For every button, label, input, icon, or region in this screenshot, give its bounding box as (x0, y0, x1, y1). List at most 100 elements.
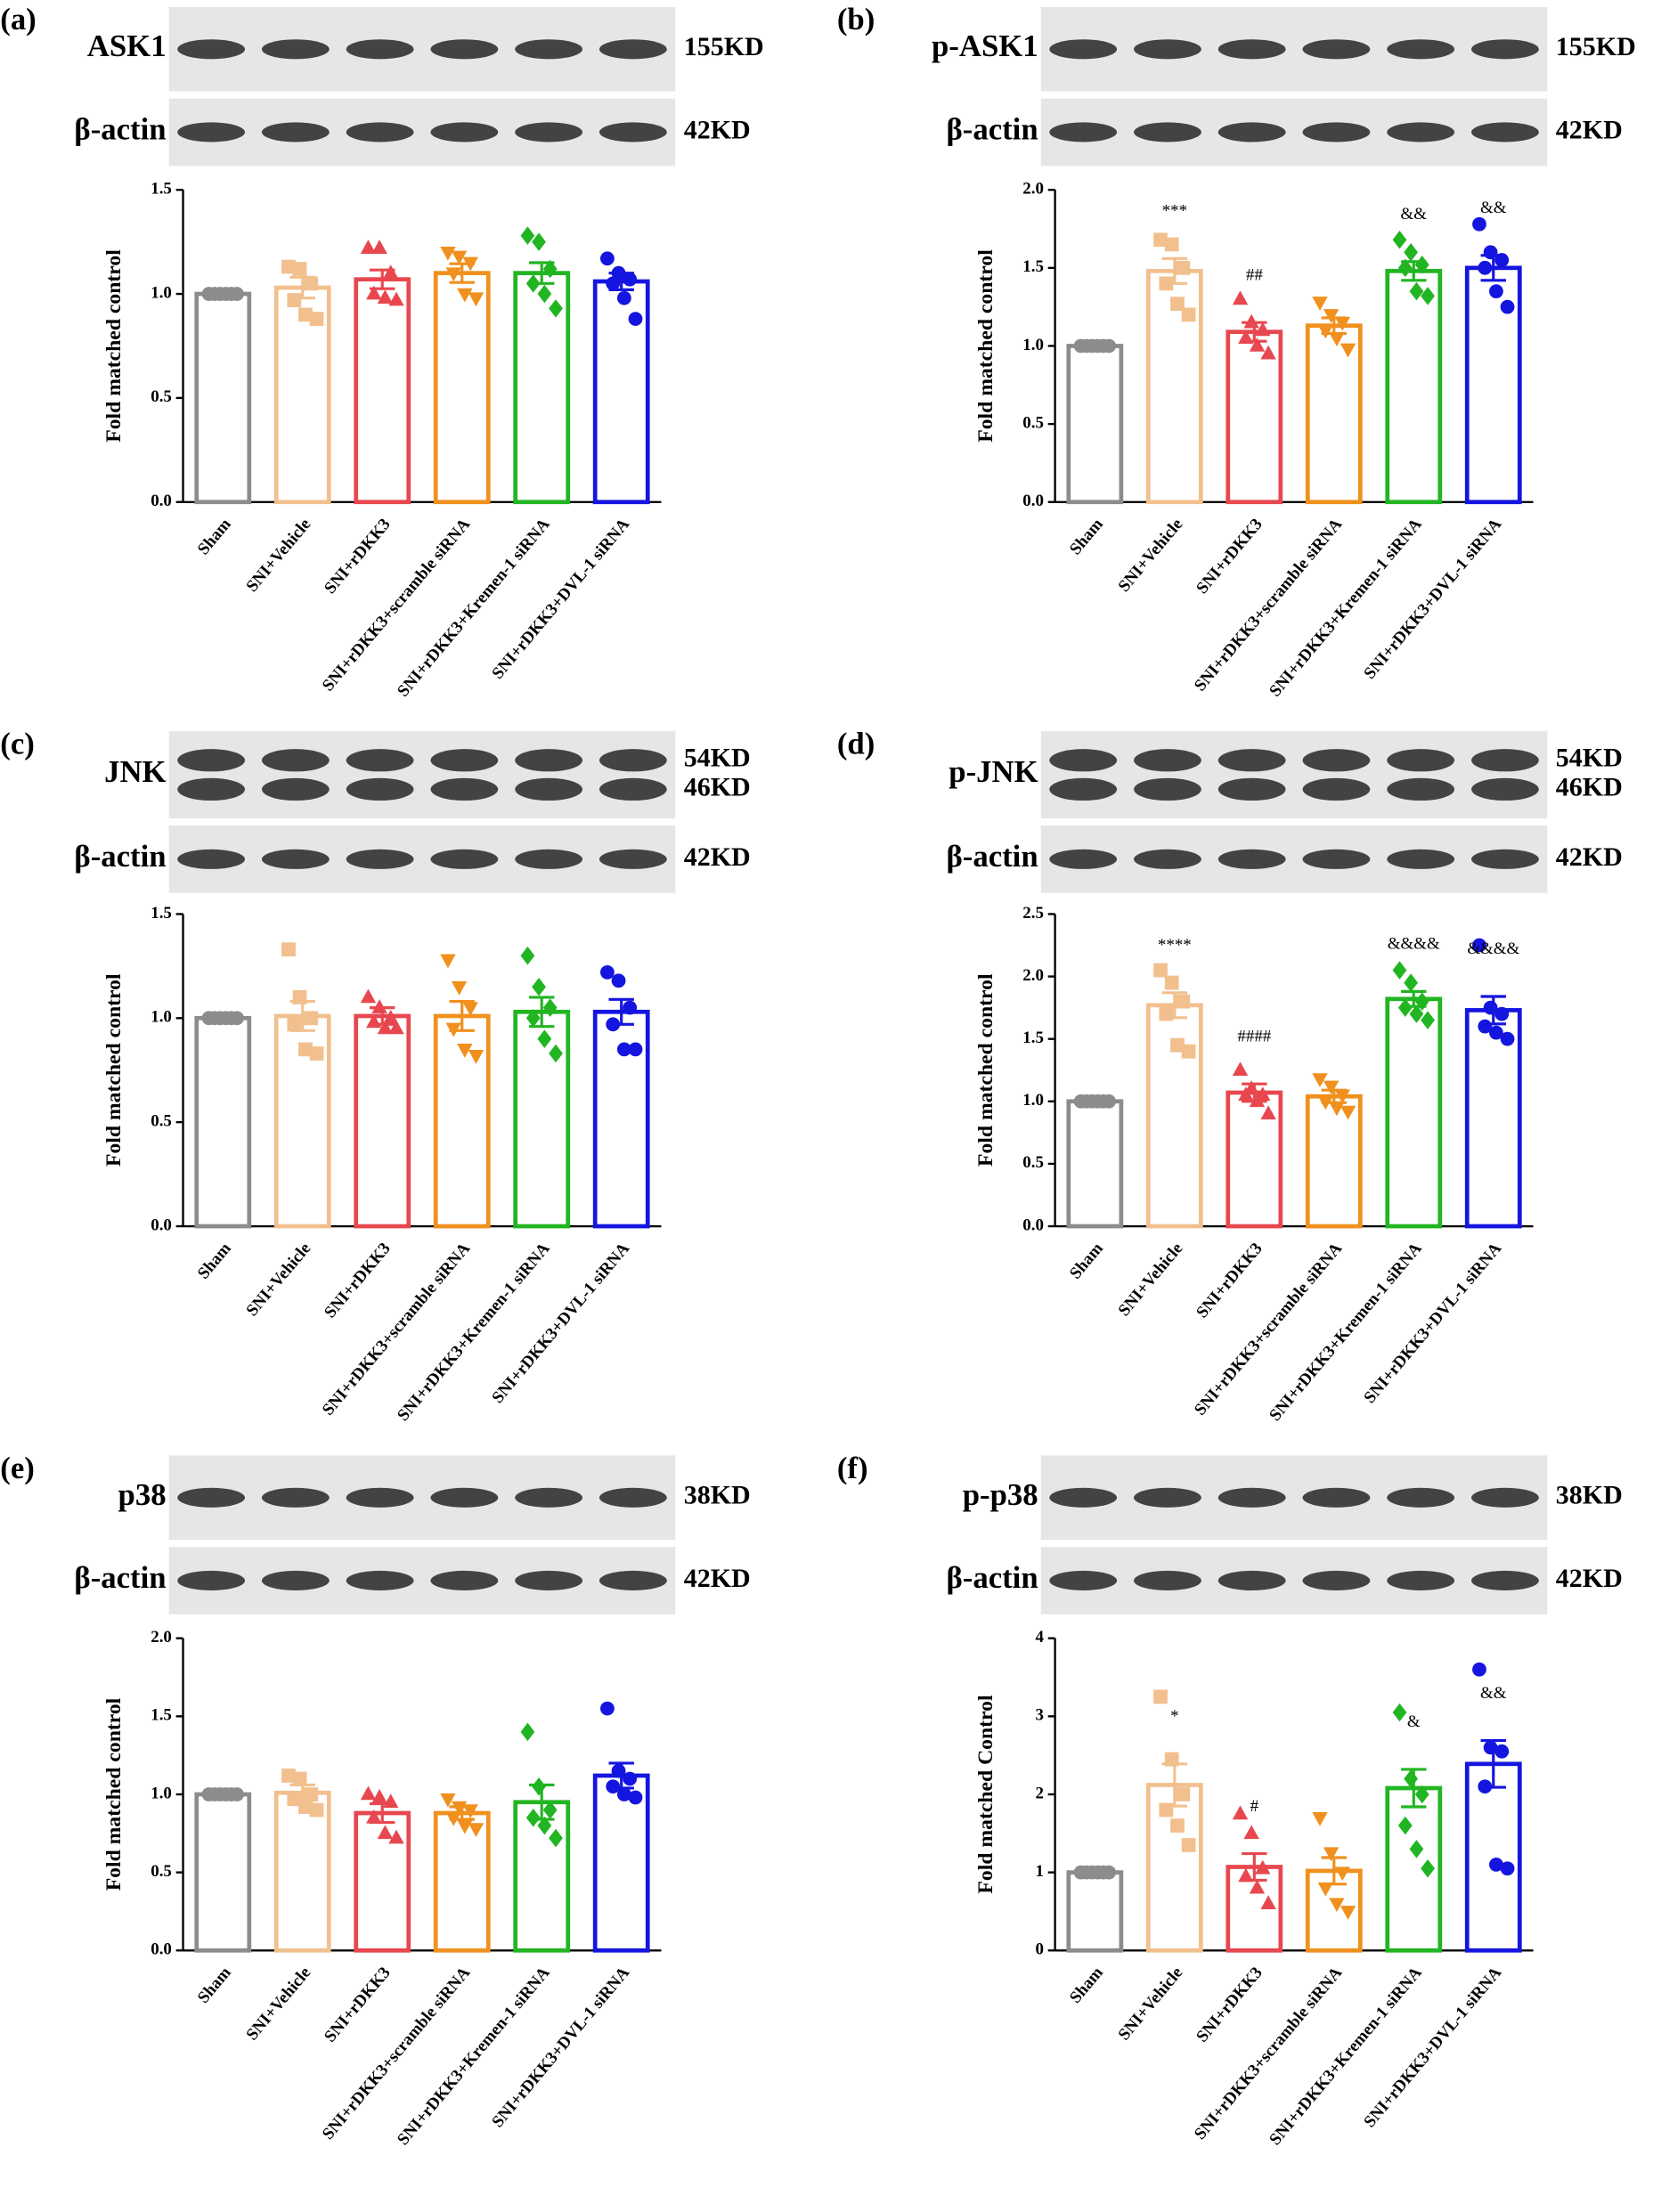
data-point (1329, 1898, 1345, 1913)
bar (1226, 329, 1283, 505)
blot-band (1217, 122, 1286, 142)
x-tick-label: SNI+rDKK3 (321, 515, 395, 598)
y-tick-label: 1.5 (151, 180, 172, 199)
data-point (1489, 1025, 1503, 1040)
x-tick-label: SNI+rDKK3+scramble siRNA (1191, 515, 1347, 695)
data-point (1414, 1785, 1429, 1804)
data-point (525, 274, 541, 293)
data-point (468, 1050, 484, 1064)
significance: &&&& (1467, 939, 1519, 958)
data-point (1079, 338, 1094, 354)
data-point (366, 1809, 382, 1824)
data-point (287, 1017, 302, 1032)
y-tick-label: 1.5 (151, 1706, 172, 1725)
y-tick-label: 1.0 (151, 1008, 172, 1027)
data-point (1404, 1769, 1419, 1788)
data-point (1079, 1094, 1094, 1109)
data-point (457, 1044, 473, 1058)
blot-size: 54KD (1556, 744, 1623, 773)
data-point (1170, 1037, 1185, 1053)
blot-band (177, 1570, 246, 1591)
blot-band (346, 749, 414, 772)
significance: && (1480, 1684, 1507, 1703)
y-tick-label: 0.0 (151, 492, 172, 510)
blot-band (1387, 122, 1455, 142)
y-tick-label: 2.0 (1022, 966, 1044, 985)
blot-band (261, 777, 330, 801)
y-tick-label: 0.5 (1022, 1153, 1044, 1172)
data-point (1500, 1031, 1515, 1046)
data-point (537, 1816, 552, 1835)
x-tick-label: SNI+Vehicle (243, 1240, 315, 1321)
data-point (1397, 1816, 1413, 1835)
data-point (1409, 281, 1424, 301)
data-point (440, 1793, 456, 1808)
bar (1385, 268, 1443, 505)
y-tick-label: 4 (1036, 1628, 1045, 1647)
data-point (1238, 1867, 1254, 1883)
blot-size: 38KD (684, 1481, 751, 1510)
data-point (218, 1011, 233, 1026)
data-point (1478, 1019, 1493, 1034)
data-point (309, 1046, 324, 1061)
data-point (1414, 992, 1429, 1011)
blot-image (1040, 1547, 1548, 1614)
data-point (1392, 231, 1407, 249)
blot-band (1302, 122, 1371, 142)
blot-image (1040, 825, 1548, 893)
data-point (1421, 1858, 1435, 1878)
blot-label: β-actin (946, 111, 1038, 146)
blot-band (1217, 39, 1286, 60)
data-point (207, 1011, 222, 1026)
bar (433, 271, 491, 505)
data-point (1397, 258, 1413, 278)
data-point (388, 1020, 404, 1035)
blot-size: 38KD (1556, 1481, 1623, 1510)
blot-band (1302, 849, 1371, 869)
blot-band (598, 849, 667, 869)
x-tick-label: SNI+rDKK3+Kremen-1 siRNA (394, 515, 554, 701)
data-point (388, 1829, 404, 1844)
data-point (445, 267, 461, 282)
data-point (468, 1823, 484, 1838)
data-point (230, 1011, 244, 1026)
data-point (1232, 290, 1249, 305)
blot-band (598, 1570, 667, 1591)
data-point (377, 289, 394, 305)
significance: &&&& (1388, 935, 1440, 954)
data-point (440, 246, 456, 261)
blot-band (1302, 749, 1371, 772)
blot-band (1217, 1570, 1286, 1591)
data-point (616, 1042, 631, 1057)
data-point (1312, 297, 1328, 311)
blot-band (515, 39, 583, 60)
bar (1066, 1870, 1124, 1953)
blot-band (598, 1487, 667, 1508)
bar (433, 1810, 491, 1953)
data-point (1334, 1866, 1350, 1882)
x-tick-label: SNI+Vehicle (1115, 1964, 1187, 2045)
y-axis-label: Fold matched control (102, 973, 126, 1167)
blot-band (1134, 777, 1201, 801)
data-point (287, 1792, 302, 1807)
data-point (1153, 232, 1168, 248)
blot-band (515, 777, 583, 801)
data-point (218, 287, 233, 301)
data-point (1340, 343, 1356, 358)
data-point (623, 1771, 638, 1786)
x-tick-label: Sham (1066, 1964, 1107, 2007)
blot-size: 42KD (1556, 115, 1623, 144)
y-tick-label: 0.5 (1022, 413, 1044, 432)
y-tick-label: 1.0 (151, 283, 172, 302)
blot-band (1217, 849, 1286, 869)
y-tick-label: 0.0 (1022, 1216, 1044, 1234)
data-point (360, 988, 377, 1004)
blot-band (515, 849, 583, 869)
data-point (1102, 1094, 1117, 1109)
blot-size: 46KD (684, 772, 751, 801)
blot-band (261, 849, 330, 869)
blot-label: β-actin (74, 1560, 166, 1595)
data-point (1472, 938, 1486, 953)
bar (1066, 344, 1124, 505)
